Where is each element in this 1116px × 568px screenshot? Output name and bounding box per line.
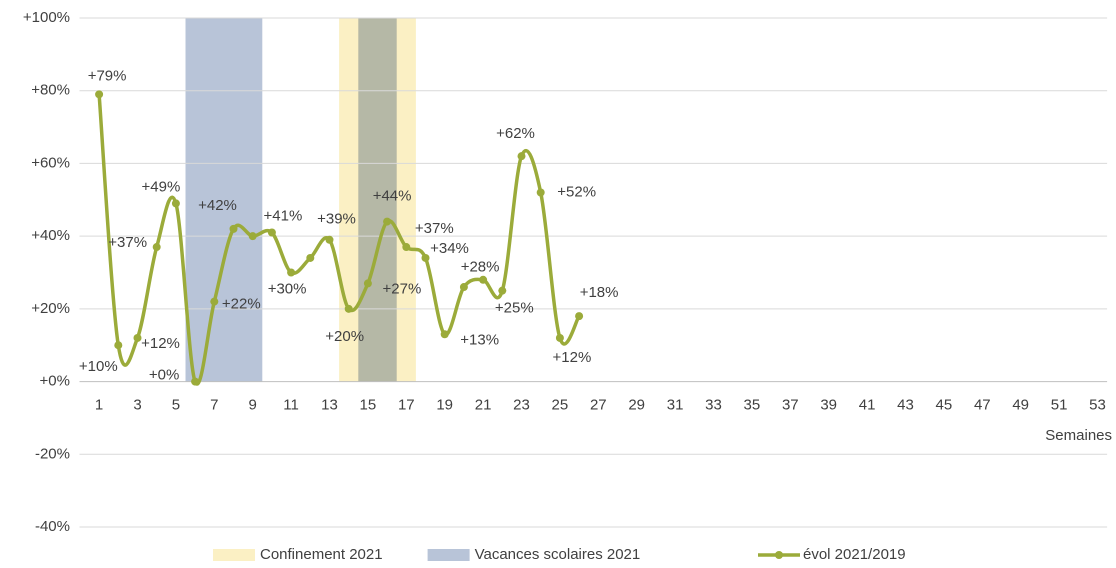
- x-axis-label: Semaines: [1045, 427, 1112, 444]
- x-tick-label: 5: [172, 397, 180, 414]
- x-tick-label: 21: [475, 397, 492, 414]
- marker: [479, 275, 488, 284]
- y-tick-label: +20%: [31, 300, 70, 317]
- data-label: +41%: [264, 207, 303, 224]
- x-tick-label: 41: [859, 397, 876, 414]
- x-tick-label: 35: [744, 397, 761, 414]
- data-label: +12%: [553, 349, 592, 366]
- marker: [114, 341, 123, 350]
- data-label: +37%: [108, 234, 147, 251]
- data-label: +52%: [557, 183, 596, 200]
- data-label: +22%: [222, 296, 261, 313]
- legend-marker: [775, 551, 783, 559]
- legend-swatch: [213, 549, 255, 561]
- bands: [185, 18, 416, 382]
- band: [358, 18, 397, 382]
- x-tick-label: 7: [210, 397, 218, 414]
- x-tick-label: 53: [1089, 397, 1106, 414]
- y-tick-label: +40%: [31, 227, 70, 244]
- y-tick-label: +60%: [31, 154, 70, 171]
- data-label: +39%: [317, 211, 356, 228]
- x-tick-label: 3: [133, 397, 141, 414]
- data-label: +37%: [415, 220, 454, 237]
- data-label: +18%: [580, 284, 619, 301]
- data-label: +28%: [461, 259, 500, 276]
- marker: [459, 283, 468, 292]
- x-tick-label: 19: [436, 397, 453, 414]
- marker: [95, 90, 104, 99]
- marker: [555, 333, 564, 342]
- marker: [267, 228, 276, 237]
- data-label: +49%: [142, 178, 181, 195]
- x-tick-label: 15: [360, 397, 377, 414]
- y-tick-label: -40%: [35, 518, 70, 535]
- y-tick-label: +80%: [31, 82, 70, 99]
- marker: [421, 253, 430, 262]
- marker: [210, 297, 219, 306]
- y-tick-label: +0%: [40, 373, 70, 390]
- x-tick-label: 27: [590, 397, 607, 414]
- marker: [306, 253, 315, 262]
- marker: [402, 243, 411, 252]
- marker: [363, 279, 372, 288]
- data-label: +10%: [79, 358, 118, 375]
- marker: [152, 243, 161, 252]
- data-label: +44%: [373, 188, 412, 205]
- y-tick-label: -20%: [35, 445, 70, 462]
- marker: [344, 304, 353, 313]
- marker: [517, 152, 526, 161]
- x-tick-label: 39: [820, 397, 837, 414]
- data-label: +12%: [141, 335, 180, 352]
- legend-label: Vacances scolaires 2021: [475, 546, 641, 563]
- x-tick-label: 9: [249, 397, 257, 414]
- data-label: +27%: [383, 280, 422, 297]
- marker: [191, 377, 200, 386]
- data-label: +30%: [268, 280, 307, 297]
- data-label: +0%: [149, 367, 179, 384]
- data-label: +42%: [198, 197, 237, 214]
- band: [185, 18, 263, 382]
- x-tick-label: 1: [95, 397, 103, 414]
- x-tick-label: 49: [1012, 397, 1029, 414]
- legend-label: évol 2021/2019: [803, 546, 906, 563]
- marker: [498, 286, 507, 295]
- marker: [575, 312, 584, 321]
- data-label: +13%: [460, 331, 499, 348]
- data-label: +25%: [495, 300, 534, 317]
- marker: [325, 235, 334, 244]
- x-tick-label: 33: [705, 397, 722, 414]
- x-tick-label: 11: [283, 397, 299, 414]
- x-tick-label: 13: [321, 397, 338, 414]
- marker: [287, 268, 296, 277]
- data-label: +34%: [430, 240, 469, 257]
- x-tick-label: 31: [667, 397, 684, 414]
- x-tick-label: 43: [897, 397, 914, 414]
- x-tick-label: 51: [1051, 397, 1068, 414]
- x-tick-label: 45: [936, 397, 953, 414]
- marker: [229, 224, 238, 233]
- marker: [133, 333, 142, 342]
- data-label: +20%: [325, 328, 364, 345]
- x-tick-label: 25: [552, 397, 569, 414]
- marker: [383, 217, 392, 226]
- x-tick-label: 29: [628, 397, 645, 414]
- x-tick-label: 23: [513, 397, 530, 414]
- data-label: +79%: [88, 67, 127, 84]
- y-tick-label: +100%: [23, 9, 70, 26]
- marker: [440, 330, 449, 339]
- legend-label: Confinement 2021: [260, 546, 383, 563]
- x-tick-label: 17: [398, 397, 415, 414]
- marker: [248, 232, 257, 241]
- data-label: +62%: [496, 125, 535, 142]
- marker: [536, 188, 545, 197]
- legend-swatch: [427, 549, 470, 561]
- marker: [171, 199, 180, 208]
- x-tick-label: 47: [974, 397, 991, 414]
- x-tick-label: 37: [782, 397, 799, 414]
